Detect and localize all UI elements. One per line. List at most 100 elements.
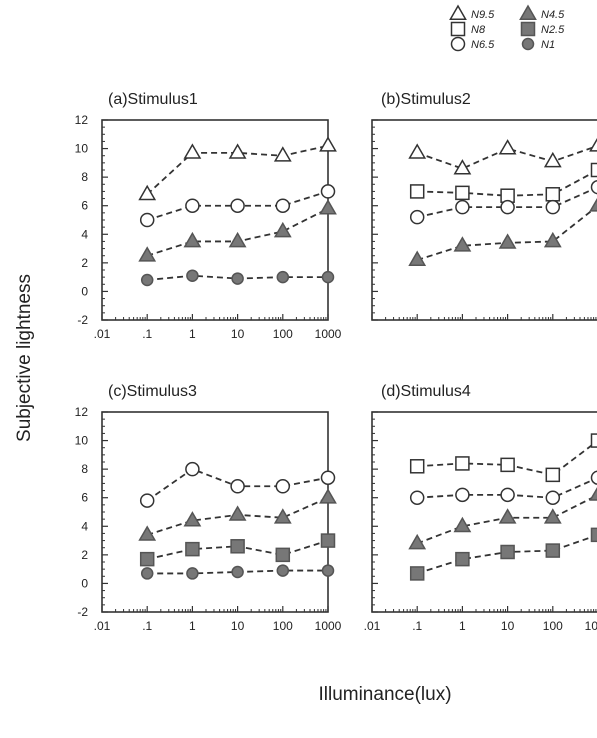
data-point [409,184,425,199]
x-tick-label: 100 [273,327,293,341]
series-n6-5 [139,184,336,228]
data-point [455,456,470,471]
data-point [545,199,561,215]
data-point [498,233,517,249]
series-n9-5 [138,136,337,201]
data-point [500,199,515,215]
data-point [590,179,597,195]
data-point [590,527,597,543]
series-n1 [140,564,335,580]
data-point [590,433,597,448]
x-tick-label: 100 [273,619,293,633]
series-n4-5 [138,488,337,541]
y-tick-label: 10 [75,434,89,448]
data-point [185,461,200,477]
x-tick-label: .1 [412,619,422,633]
data-point [321,270,335,284]
series-n2-5 [409,527,597,581]
x-axis-title: Illuminance(lux) [318,684,451,705]
data-point [183,511,202,527]
data-point [230,479,245,494]
data-point [320,470,336,485]
x-tick-label: 10 [231,619,245,633]
y-tick-label: 12 [75,405,89,419]
data-point [185,541,200,557]
data-point [275,198,291,213]
data-point [545,187,561,202]
data-point [589,487,597,501]
y-tick-label: 6 [81,491,88,505]
x-tick-label: .1 [142,619,152,633]
series-n6-5 [409,179,597,225]
data-point [320,533,336,548]
x-tick-label: 100 [543,619,563,633]
x-tick-label: 1000 [315,327,342,341]
x-tick-label: 1000 [585,619,597,633]
y-axis-title: Subjective lightness [14,274,35,442]
data-point [231,565,244,579]
y-tick-label: -2 [77,605,88,619]
data-point [453,516,472,533]
chart-panels: (a)Stimulus1.01.1 1 10 100 1000-2024681012(b… [75,91,597,633]
data-point [231,272,244,285]
panel-title: (d)Stimulus4 [381,383,471,400]
data-point [139,212,155,228]
series-n4-5 [408,197,597,266]
series-n1 [140,269,335,287]
series-line [416,145,597,170]
legend-label: N4.5 [541,9,565,21]
data-point [275,547,291,563]
data-point [183,231,202,248]
data-point [545,467,561,483]
data-point [500,457,515,473]
data-point [186,567,199,580]
y-tick-label: 4 [81,519,88,533]
legend: N9.5 N4.5 N8 N2.5 N6.5 N1 [449,4,565,52]
data-point [273,146,292,162]
x-tick-label: 10 [231,327,245,341]
data-point [273,221,292,238]
panel-4: (d)Stimulus4 .01 .1 1 10 100 1000 [364,383,597,633]
legend-label: N8 [471,24,486,36]
data-point [500,544,515,560]
x-tick-label: 1 [459,619,466,633]
data-point [500,487,515,503]
data-point [138,246,157,262]
data-point [545,543,561,558]
data-point [455,487,470,503]
x-tick-label: .1 [142,327,152,341]
data-point [185,198,200,213]
x-tick-label: 1 [189,619,196,633]
legend-marker-n4-5 [519,4,537,20]
x-tick-label: 1000 [315,619,342,633]
y-tick-label: 2 [81,256,88,270]
y-tick-label: 0 [81,284,88,298]
legend-marker-n2-5 [520,21,536,37]
data-point [590,470,597,485]
data-point [276,564,290,577]
data-point [408,533,427,550]
legend-label: N2.5 [541,24,565,36]
data-point [138,525,157,541]
data-point [186,269,199,282]
y-tick-label: 6 [81,199,88,213]
data-point [409,490,425,505]
data-point [273,508,292,524]
series-line [146,144,329,195]
x-tick-label: 1 [189,327,196,341]
y-tick-label: 0 [81,576,88,590]
panel-1: (a)Stimulus1 .01 .1 1 10 100 1000 -2 0 2 4 6 8 10 12 [75,91,342,341]
data-point [228,231,247,248]
legend-label: N9.5 [471,9,495,21]
legend-marker-n9-5 [449,4,467,20]
panel-title: (b)Stimulus2 [381,91,471,108]
series-n2-5 [139,533,336,567]
data-point [183,143,202,159]
data-point [455,551,470,567]
legend-marker-n6-5 [450,36,466,52]
data-point [408,250,427,266]
data-point [230,539,245,554]
series-n4-5 [138,199,337,262]
panel-3: (c)Stimulus3 .01 .1 1 10 100 1000 -2 0 2 4 6 8 10 12 [75,383,342,633]
